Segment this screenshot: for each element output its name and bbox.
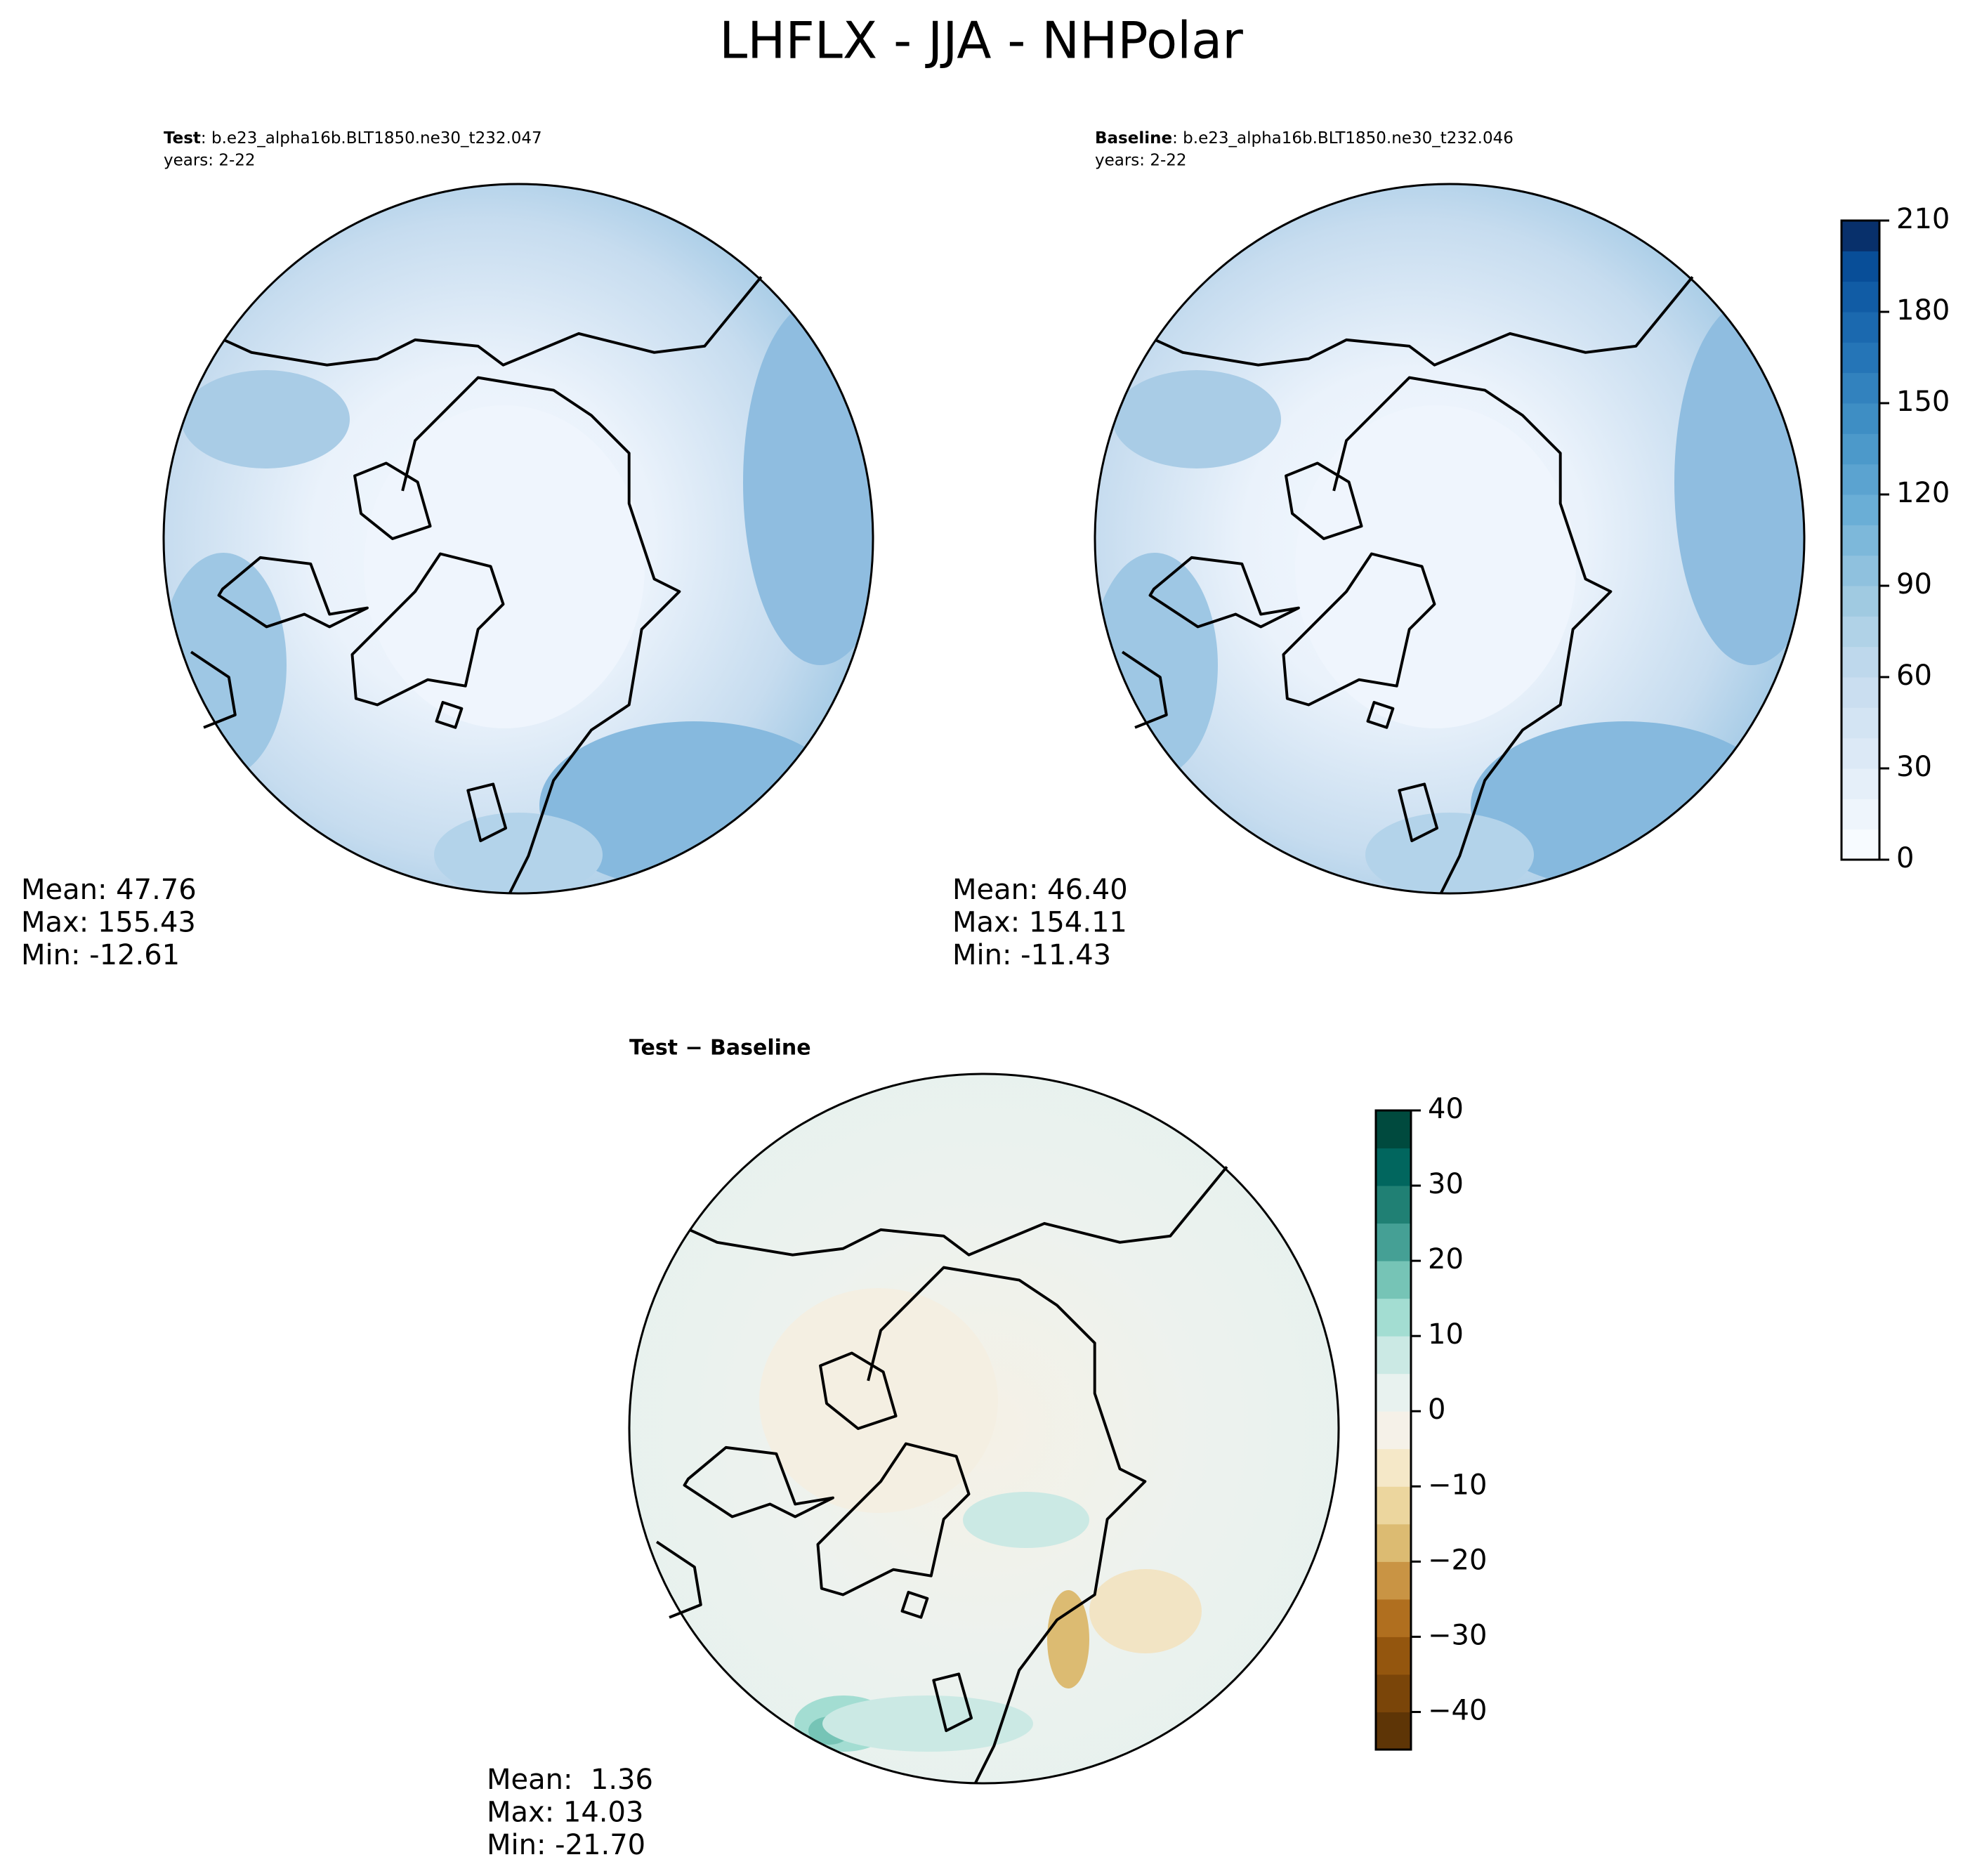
colorbar-band	[1841, 433, 1879, 465]
colorbar-band	[1376, 1298, 1411, 1337]
maps	[160, 183, 1829, 1785]
colorbar-band	[1841, 586, 1879, 617]
diff-label: Test − Baseline	[629, 1036, 811, 1061]
colorbar-band	[1376, 1186, 1411, 1224]
colorbar-band	[1841, 799, 1879, 830]
stat: Min: -11.43	[952, 939, 1111, 971]
colorbar-tick-label: 10	[1428, 1318, 1464, 1351]
colorbar-band	[1841, 768, 1879, 799]
colorbar-band	[1376, 1523, 1411, 1562]
colorbar-tick-label: 30	[1896, 751, 1932, 783]
colorbar-tick-label: −30	[1428, 1619, 1487, 1651]
colorbar-tick-label: 0	[1428, 1393, 1445, 1426]
colorbar-band	[1841, 737, 1879, 769]
stat: Mean: 47.76	[21, 874, 197, 906]
colorbar-band	[1841, 677, 1879, 708]
colorbar-tick-label: −10	[1428, 1469, 1487, 1501]
stat: Min: -12.61	[21, 939, 180, 971]
colorbar-tick-label: 150	[1896, 386, 1950, 418]
colorbar-band	[1376, 1411, 1411, 1450]
colorbar-band	[1841, 464, 1879, 495]
colorbar-band	[1376, 1486, 1411, 1525]
colorbar-tick-label: 90	[1896, 568, 1932, 601]
colorbar-tick-label: 60	[1896, 660, 1932, 692]
colorbar-tick-label: 40	[1428, 1093, 1464, 1125]
colorbar-band	[1376, 1148, 1411, 1186]
stat: Max: 14.03	[487, 1797, 643, 1829]
colorbar-band	[1841, 555, 1879, 586]
panel-label: Baseline	[1095, 129, 1172, 147]
colorbar-frame	[1374, 1109, 1412, 1751]
colorbar-band	[1841, 403, 1879, 434]
colorbar-tick-label: −20	[1428, 1544, 1487, 1576]
colorbar-band	[1841, 342, 1879, 374]
colorbar-tick-label: 120	[1896, 477, 1950, 509]
colorbar-band	[1376, 1561, 1411, 1600]
panel-header: Test: b.e23_alpha16b.BLT1850.ne30_t232.0…	[164, 129, 542, 147]
case-name: : b.e23_alpha16b.BLT1850.ne30_t232.047	[201, 129, 542, 147]
figure-title: LHFLX - JJA - NHPolar	[719, 11, 1243, 70]
years: years: 2-22	[164, 152, 256, 170]
colorbar-band	[1841, 525, 1879, 556]
colorbar-band	[1376, 1373, 1411, 1412]
colorbar-tick-label: 30	[1428, 1168, 1464, 1200]
colorbar-band	[1841, 829, 1879, 860]
colorbar-band	[1841, 707, 1879, 739]
stat: Max: 155.43	[21, 907, 196, 939]
stat: Mean: 1.36	[487, 1764, 653, 1796]
colorbar-band	[1841, 372, 1879, 404]
colorbar-tick-label: −40	[1428, 1694, 1487, 1726]
colorbar-band	[1841, 251, 1879, 282]
stat: Min: -21.70	[487, 1829, 645, 1861]
years: years: 2-22	[1095, 152, 1187, 170]
stat: Mean: 46.40	[952, 874, 1128, 906]
stat: Max: 154.11	[952, 907, 1127, 939]
colorbar-band	[1841, 312, 1879, 343]
colorbar-band	[1376, 1261, 1411, 1299]
colorbar-band	[1376, 1110, 1411, 1149]
colorbar-band	[1841, 494, 1879, 525]
colorbar-band	[1376, 1712, 1411, 1750]
panel-label: Test	[164, 129, 201, 147]
colorbar-band	[1376, 1223, 1411, 1261]
map-diff	[628, 1073, 1340, 1785]
colorbar-band	[1841, 616, 1879, 648]
colorbar-band	[1376, 1448, 1411, 1487]
colorbar-band	[1376, 1636, 1411, 1675]
map-test	[160, 183, 898, 897]
colorbar-band	[1841, 646, 1879, 678]
colorbar-tick-label: 20	[1428, 1243, 1464, 1275]
colorbar-tick-label: 0	[1896, 842, 1914, 874]
case-name: : b.e23_alpha16b.BLT1850.ne30_t232.046	[1172, 129, 1514, 147]
colorbar-band	[1376, 1674, 1411, 1712]
colorbar-tick-label: 180	[1896, 294, 1950, 327]
colorbar-band	[1376, 1336, 1411, 1375]
colorbar-band	[1841, 221, 1879, 251]
map-baseline	[1091, 183, 1829, 897]
colorbar-band	[1376, 1599, 1411, 1637]
colorbar-frame	[1840, 219, 1881, 861]
panel-header: Baseline: b.e23_alpha16b.BLT1850.ne30_t2…	[1095, 129, 1514, 147]
colorbar-band	[1841, 281, 1879, 313]
colorbar-tick-label: 210	[1896, 203, 1950, 235]
